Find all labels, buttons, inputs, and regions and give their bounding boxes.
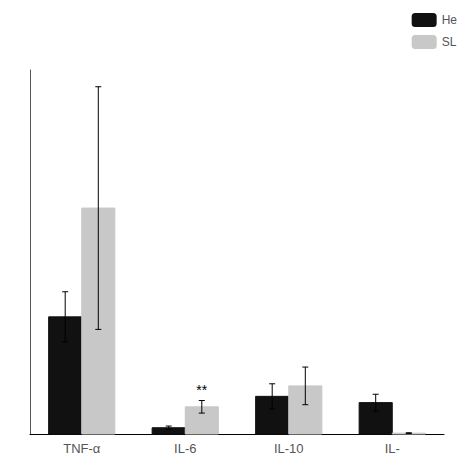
svg-text:He: He <box>442 13 458 27</box>
svg-text:IL-6: IL-6 <box>174 441 196 456</box>
svg-text:**: ** <box>196 382 207 398</box>
svg-text:IL-10: IL-10 <box>274 441 304 456</box>
svg-text:IL-: IL- <box>385 441 400 456</box>
svg-text:TNF-α: TNF-α <box>63 441 101 456</box>
svg-text:SL: SL <box>442 35 457 49</box>
